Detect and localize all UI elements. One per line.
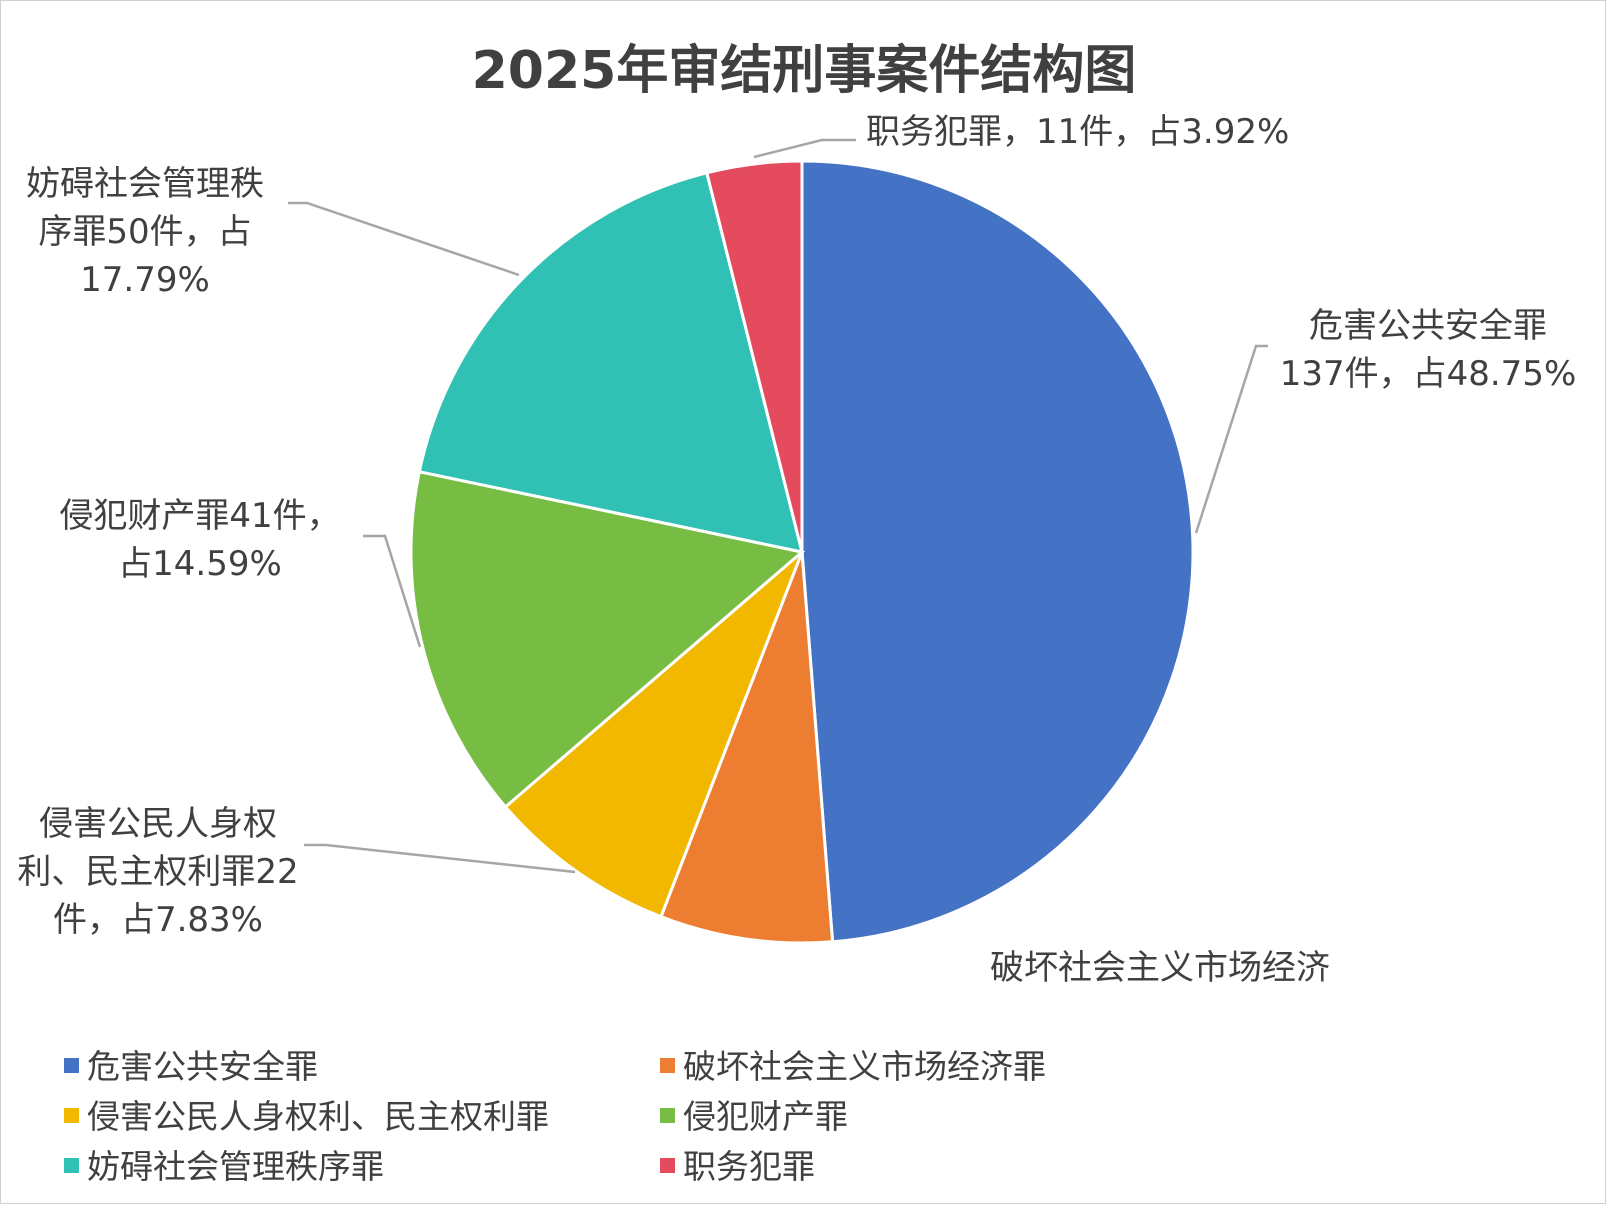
pie-slice xyxy=(503,550,804,919)
legend-item: 危害公共安全罪 xyxy=(64,1040,318,1088)
legend-swatch xyxy=(64,1158,79,1173)
legend-label: 职务犯罪 xyxy=(683,1147,815,1186)
legend-label: 破坏社会主义市场经济罪 xyxy=(683,1047,1046,1086)
pie-slice xyxy=(417,170,805,554)
legend-item: 侵害公民人身权利、民主权利罪 xyxy=(64,1090,549,1138)
data-label-line: 妨碍社会管理秩 xyxy=(26,164,264,204)
legend-item: 妨碍社会管理秩序罪 xyxy=(64,1140,384,1188)
leader-line xyxy=(1194,344,1268,534)
leader-line xyxy=(288,201,520,277)
chart-title: 2025年审结刑事案件结构图 xyxy=(471,41,1137,101)
data-label: 危害公共安全罪 137件，占48.75% xyxy=(1278,302,1578,398)
pie-slice xyxy=(659,551,835,945)
leader-line xyxy=(304,843,576,874)
data-label-line: 序罪50件，占 xyxy=(38,212,252,252)
legend-swatch xyxy=(64,1058,79,1073)
pie-slice xyxy=(800,159,1195,944)
legend-label: 危害公共安全罪 xyxy=(87,1047,318,1086)
data-label-line: 职务犯罪，11件，占3.92% xyxy=(866,112,1290,152)
data-label-line: 破坏社会主义市场经济 xyxy=(990,948,1330,988)
data-label: 职务犯罪，11件，占3.92% xyxy=(866,108,1386,156)
legend-swatch xyxy=(64,1108,79,1123)
leader-line xyxy=(753,138,856,159)
pie-slice xyxy=(704,159,804,553)
data-label-line: 侵犯财产罪41件， xyxy=(59,496,341,536)
data-label-line: 17.79% xyxy=(80,260,210,300)
legend-item: 职务犯罪 xyxy=(660,1140,815,1188)
data-label-line: 占14.59% xyxy=(118,544,282,584)
data-label-line: 利、民主权利罪22 xyxy=(17,852,299,892)
data-label-line: 137件，占48.75% xyxy=(1279,354,1577,394)
pie-slice xyxy=(409,469,806,809)
legend-item: 破坏社会主义市场经济罪 xyxy=(660,1040,1046,1088)
data-label-line: 危害公共安全罪 xyxy=(1309,306,1547,346)
data-label: 侵害公民人身权 利、民主权利罪22 件，占7.83% xyxy=(8,800,308,944)
data-label-line: 件，占7.83% xyxy=(52,900,263,940)
legend-swatch xyxy=(660,1058,675,1073)
data-label: 破坏社会主义市场经济 xyxy=(990,944,1410,992)
data-label: 侵犯财产罪41件， 占14.59% xyxy=(40,492,360,588)
legend-label: 侵犯财产罪 xyxy=(683,1097,848,1136)
data-label-line: 侵害公民人身权 xyxy=(39,804,277,844)
legend-item: 侵犯财产罪 xyxy=(660,1090,848,1138)
legend-label: 妨碍社会管理秩序罪 xyxy=(87,1147,384,1186)
leader-line xyxy=(363,534,422,648)
data-label: 妨碍社会管理秩 序罪50件，占 17.79% xyxy=(0,160,290,304)
legend-swatch xyxy=(660,1108,675,1123)
legend-label: 侵害公民人身权利、民主权利罪 xyxy=(87,1097,549,1136)
legend-swatch xyxy=(660,1158,675,1173)
